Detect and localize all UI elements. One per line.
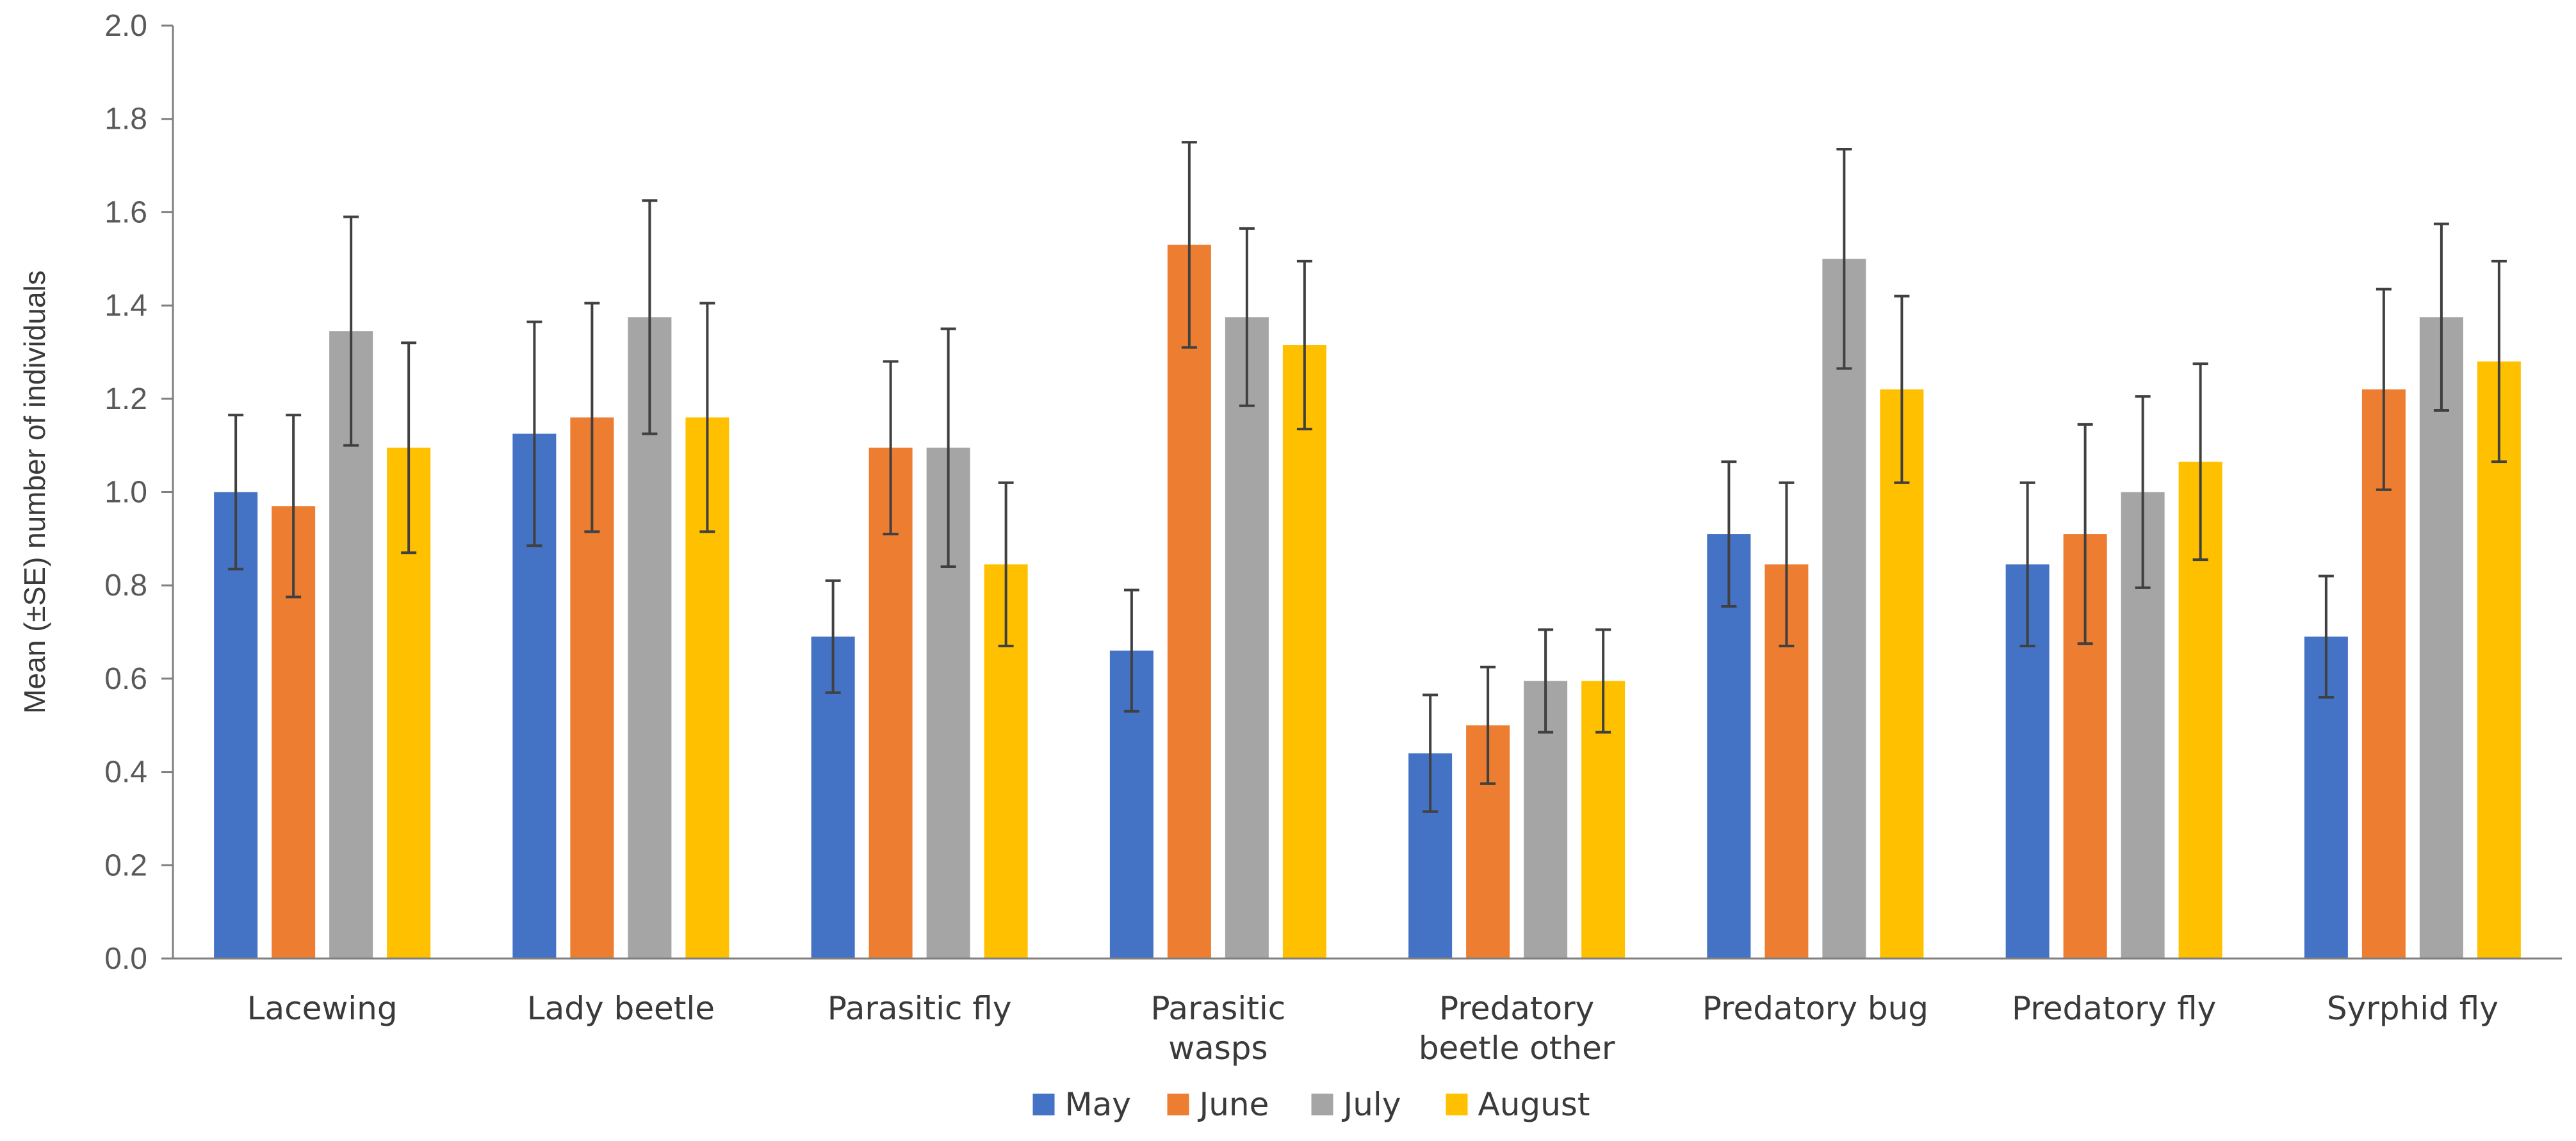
y-tick-label: 0.4 (104, 756, 147, 789)
x-tick-label: Predatory beetle other (1419, 990, 1615, 1067)
legend-label-august: August (1478, 1086, 1590, 1123)
y-tick-label: 0.8 (104, 569, 147, 603)
y-tick-label: 1.6 (104, 195, 147, 229)
x-tick-label: Parasitic fly (827, 990, 1012, 1027)
bars (214, 245, 2521, 959)
bar-july (1822, 259, 1866, 959)
y-axis-ticks: 0.0 0.2 0.4 0.6 0.8 1.0 1.2 1.4 1.6 1.8 2.0 (104, 9, 173, 976)
y-axis-title: Mean (±SE) number of individuals (18, 270, 51, 714)
legend: May June July August (1032, 1086, 1590, 1123)
x-tick-label: Predatory bug (1702, 990, 1928, 1027)
x-tick-label: Parasitic wasps (1151, 990, 1286, 1067)
legend-swatch-may (1032, 1094, 1055, 1115)
x-tick-label: Lacewing (247, 990, 398, 1027)
legend-label-june: June (1198, 1086, 1269, 1123)
bar-august (1880, 389, 1924, 959)
bar-july (1225, 317, 1269, 959)
x-tick-label: Lady beetle (527, 990, 715, 1027)
legend-swatch-august (1446, 1094, 1468, 1115)
bar-august (1282, 345, 1326, 959)
y-tick-label: 1.4 (104, 289, 147, 323)
y-tick-label: 1.0 (104, 476, 147, 510)
legend-label-may: May (1065, 1086, 1131, 1123)
legend-swatch-july (1311, 1094, 1333, 1115)
y-tick-label: 0.0 (104, 942, 147, 976)
category-labels: Lacewing Lady beetle Parasitic fly Parasiti… (247, 990, 2499, 1067)
legend-swatch-june (1167, 1094, 1189, 1115)
y-tick-label: 1.2 (104, 382, 147, 416)
y-tick-label: 0.2 (104, 848, 147, 882)
y-tick-label: 0.6 (104, 662, 147, 696)
y-tick-label: 1.8 (104, 102, 147, 136)
error-bars (228, 141, 2507, 813)
legend-label-july: July (1342, 1086, 1401, 1123)
bar-june (1167, 245, 1211, 959)
x-tick-label: Predatory fly (2012, 990, 2216, 1027)
bar-july (2419, 317, 2463, 959)
x-tick-label: Syrphid fly (2327, 990, 2499, 1027)
y-tick-label: 2.0 (104, 9, 147, 43)
